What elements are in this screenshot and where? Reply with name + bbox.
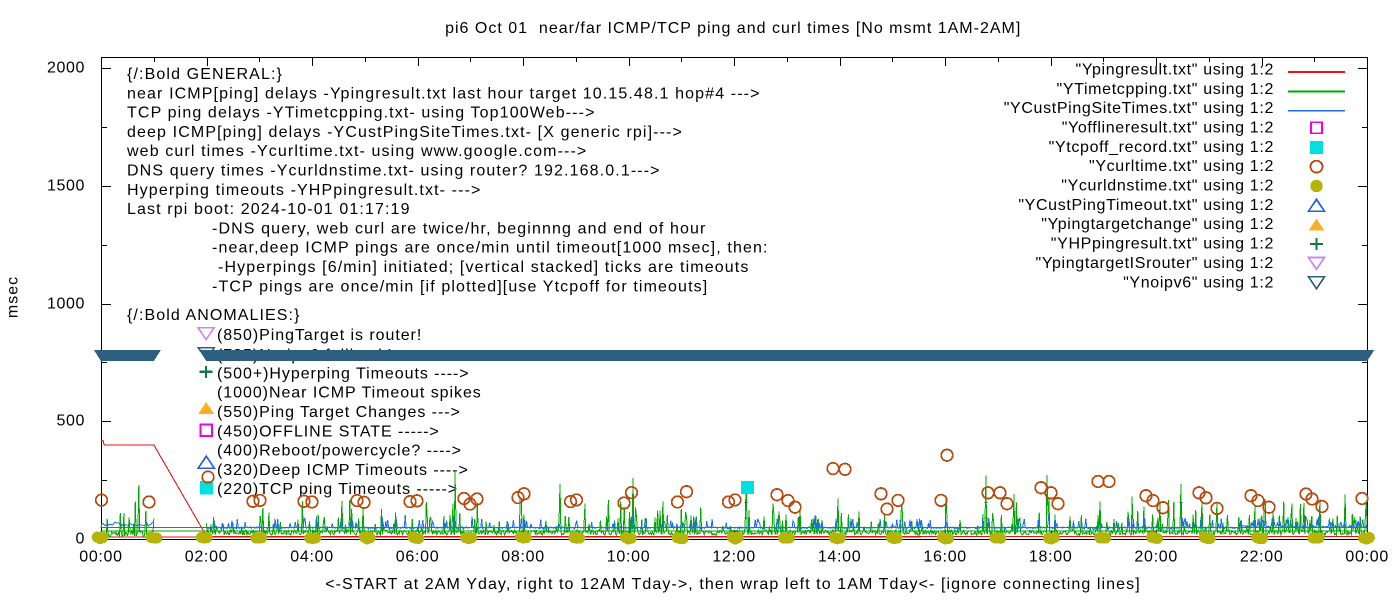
svg-text:"YCustPingTimeout.txt" using 1: "YCustPingTimeout.txt" using 1:2 bbox=[1018, 197, 1274, 214]
svg-text:02:00: 02:00 bbox=[185, 549, 229, 566]
svg-text:pi6 Oct 01 near/far ICMP/TCP: pi6 Oct 01 near/far ICMP/TCP ping and cu… bbox=[445, 20, 1021, 37]
svg-text:msec: msec bbox=[5, 276, 22, 318]
svg-text:16:00: 16:00 bbox=[923, 549, 967, 566]
svg-text:"Ynoipv6" using 1:2: "Ynoipv6" using 1:2 bbox=[1123, 274, 1274, 291]
svg-text:"Yofflineresult.txt" using 1:2: "Yofflineresult.txt" using 1:2 bbox=[1062, 119, 1274, 136]
svg-text:-DNS query, web curl are twice: -DNS query, web curl are twice/hr, begin… bbox=[212, 220, 706, 237]
svg-text:Last rpi boot: 2024-10-01 01:1: Last rpi boot: 2024-10-01 01:17:19 bbox=[127, 201, 411, 218]
svg-text:12:00: 12:00 bbox=[712, 549, 756, 566]
svg-text:Hyperping timeouts -YHPpingres: Hyperping timeouts -YHPpingresult.txt- -… bbox=[127, 182, 482, 199]
svg-text:"YHPpingresult.txt" using 1:2: "YHPpingresult.txt" using 1:2 bbox=[1051, 236, 1274, 253]
svg-text:"Ycurldnstime.txt" using 1:2: "Ycurldnstime.txt" using 1:2 bbox=[1061, 178, 1274, 195]
svg-text:(1000)Near ICMP Timeout spikes: (1000)Near ICMP Timeout spikes bbox=[217, 385, 482, 402]
svg-text:{/:Bold ANOMALIES:}: {/:Bold ANOMALIES:} bbox=[127, 307, 301, 324]
svg-text:06:00: 06:00 bbox=[396, 549, 440, 566]
svg-text:00:00: 00:00 bbox=[1345, 549, 1389, 566]
svg-text:"YCustPingSiteTimes.txt" using: "YCustPingSiteTimes.txt" using 1:2 bbox=[1004, 100, 1274, 117]
svg-text:TCP ping delays -YTimetcpping.: TCP ping delays -YTimetcpping.txt- using… bbox=[127, 105, 596, 122]
svg-text:(550)Ping Target Changes --->: (550)Ping Target Changes ---> bbox=[217, 404, 461, 421]
svg-text:(450)OFFLINE STATE ----->: (450)OFFLINE STATE -----> bbox=[217, 423, 440, 440]
svg-text:08:00: 08:00 bbox=[501, 549, 545, 566]
svg-text:deep ICMP[ping] delays -YCustP: deep ICMP[ping] delays -YCustPingSiteTim… bbox=[127, 124, 683, 141]
svg-text:{/:Bold GENERAL:}: {/:Bold GENERAL:} bbox=[127, 66, 283, 83]
svg-text:1500: 1500 bbox=[47, 177, 85, 194]
svg-text:"YTimetcpping.txt" using 1:2: "YTimetcpping.txt" using 1:2 bbox=[1056, 81, 1274, 98]
svg-text:"Ypingtargetchange" using 1:2: "Ypingtargetchange" using 1:2 bbox=[1041, 216, 1274, 233]
svg-text:1000: 1000 bbox=[47, 295, 85, 312]
svg-text:(500+)Hyperping Timeouts ---->: (500+)Hyperping Timeouts ----> bbox=[217, 365, 470, 382]
svg-text:22:00: 22:00 bbox=[1240, 549, 1284, 566]
svg-text:"YpingtargetISrouter" using 1:: "YpingtargetISrouter" using 1:2 bbox=[1036, 255, 1274, 272]
svg-text:"Ytcpoff_record.txt" using 1:2: "Ytcpoff_record.txt" using 1:2 bbox=[1049, 139, 1274, 156]
svg-text:-Hyperpings [6/min] initiated;: -Hyperpings [6/min] initiated; [vertical… bbox=[218, 259, 749, 276]
svg-text:2000: 2000 bbox=[47, 59, 85, 76]
svg-text:14:00: 14:00 bbox=[818, 549, 862, 566]
svg-text:18:00: 18:00 bbox=[1029, 549, 1073, 566]
svg-text:<-START at 2AM Yday, right to: <-START at 2AM Yday, right to 12AM Tday-… bbox=[325, 576, 1141, 593]
svg-text:"Ycurltime.txt" using 1:2: "Ycurltime.txt" using 1:2 bbox=[1089, 158, 1274, 175]
svg-text:00:00: 00:00 bbox=[79, 549, 123, 566]
svg-text:(850)PingTarget is router!: (850)PingTarget is router! bbox=[217, 327, 422, 344]
svg-text:500: 500 bbox=[57, 412, 86, 429]
svg-text:web curl times -Ycurltime.txt-: web curl times -Ycurltime.txt- using www… bbox=[126, 143, 587, 160]
svg-text:(320)Deep ICMP Timeouts ---->: (320)Deep ICMP Timeouts ----> bbox=[217, 462, 469, 479]
svg-text:10:00: 10:00 bbox=[607, 549, 651, 566]
svg-text:20:00: 20:00 bbox=[1134, 549, 1178, 566]
svg-text:(400)Reboot/powercycle? ---->: (400)Reboot/powercycle? ----> bbox=[217, 443, 462, 460]
svg-text:-TCP pings are once/min [if pl: -TCP pings are once/min [if plotted][use… bbox=[212, 278, 708, 295]
svg-text:"Ypingresult.txt" using 1:2: "Ypingresult.txt" using 1:2 bbox=[1076, 61, 1275, 78]
svg-text:0: 0 bbox=[76, 530, 86, 547]
svg-text:near ICMP[ping] delays -Ypingr: near ICMP[ping] delays -Ypingresult.txt … bbox=[127, 85, 761, 102]
svg-text:-near,deep ICMP pings are once: -near,deep ICMP pings are once/min until… bbox=[212, 240, 769, 257]
svg-text:04:00: 04:00 bbox=[290, 549, 334, 566]
svg-text:DNS query times -Ycurldnstime.: DNS query times -Ycurldnstime.txt- using… bbox=[127, 163, 661, 180]
svg-text:(220)TCP ping Timeouts ----->: (220)TCP ping Timeouts -----> bbox=[217, 481, 458, 498]
